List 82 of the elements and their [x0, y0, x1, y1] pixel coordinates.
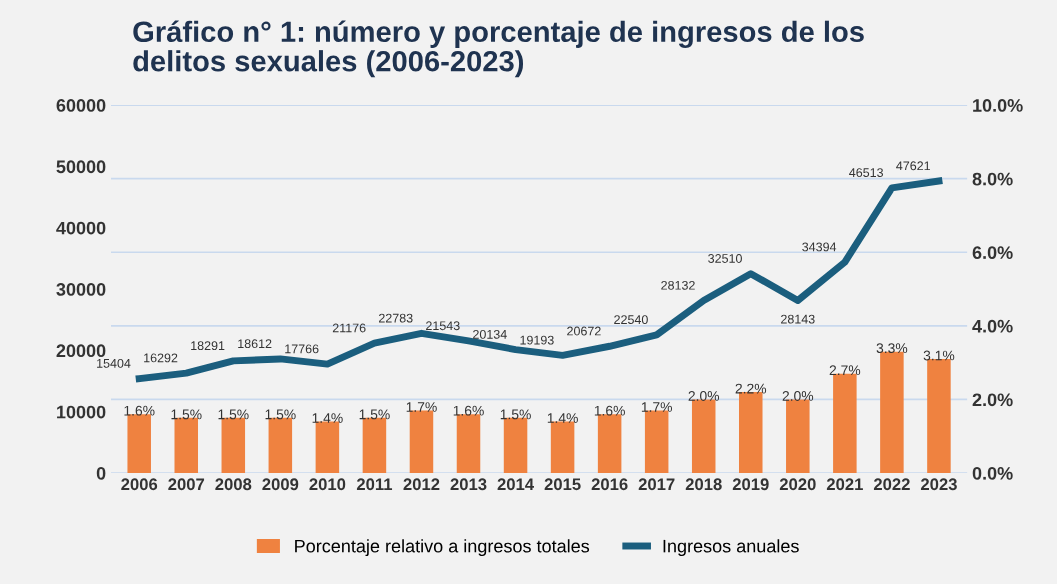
- x-tick-label: 2020: [779, 478, 816, 491]
- bar: [315, 421, 340, 474]
- x-tick-label: 2017: [638, 478, 675, 491]
- bar: [880, 351, 904, 474]
- bar: [409, 410, 434, 474]
- data-label: 28132: [661, 280, 695, 290]
- y-tick-label: 10000: [57, 405, 106, 419]
- bar: [550, 421, 575, 474]
- data-label: 32510: [708, 254, 742, 263]
- bar: [833, 373, 857, 474]
- data-label: 34394: [802, 242, 837, 252]
- y2-tick-label: 8.0%: [972, 172, 1013, 186]
- y2-tick-label: 6.0%: [972, 246, 1013, 260]
- x-tick-label: 2021: [826, 478, 863, 491]
- data-label: 20134: [473, 329, 507, 339]
- y2-tick-label: 0.0%: [972, 466, 1013, 480]
- data-label: 2.0%: [688, 391, 720, 401]
- data-label: 22540: [614, 315, 648, 325]
- data-label: 21176: [332, 323, 366, 333]
- data-label: 2.2%: [735, 383, 767, 394]
- data-label: 1.5%: [171, 409, 202, 420]
- data-label: 16292: [144, 353, 178, 363]
- x-tick-label: 2023: [920, 478, 957, 491]
- data-label: 1.6%: [124, 405, 155, 416]
- data-label: 15404: [97, 358, 131, 368]
- y-tick-label: 60000: [56, 99, 106, 112]
- x-tick-label: 2008: [215, 478, 252, 491]
- x-tick-label: 2022: [873, 478, 910, 491]
- data-label: 46513: [849, 168, 884, 178]
- data-label: 1.7%: [406, 402, 437, 412]
- data-label: 22783: [379, 313, 413, 323]
- data-label: 3.1%: [923, 350, 955, 361]
- data-label: 2.7%: [829, 365, 861, 376]
- x-tick-label: 2018: [685, 478, 722, 491]
- data-label: 1.5%: [359, 409, 390, 420]
- chart-title: Gráfico n° 1: número y porcentaje de ingresos de los delitos sexuales (2006-2023): [133, 20, 864, 78]
- x-tick-label: 2010: [309, 478, 346, 491]
- legend-label: Porcentaje relativo a ingresos totales: [295, 539, 590, 557]
- data-label: 2.0%: [782, 391, 814, 401]
- data-label: 17766: [285, 344, 319, 354]
- x-tick-label: 2014: [497, 478, 534, 491]
- data-label: 47621: [896, 161, 930, 171]
- bar: [739, 392, 763, 474]
- x-tick-label: 2013: [450, 478, 487, 491]
- bar: [786, 399, 810, 474]
- x-tick-label: 2011: [356, 478, 393, 491]
- y-tick-label: 30000: [56, 283, 106, 296]
- data-label: 1.6%: [453, 405, 484, 416]
- bar: [644, 410, 669, 474]
- data-label: 18612: [238, 339, 272, 349]
- data-label: 19193: [520, 335, 554, 345]
- y-tick-label: 0: [96, 466, 106, 480]
- y2-tick-label: 4.0%: [972, 319, 1013, 333]
- bar: [456, 414, 481, 474]
- data-label: 28143: [781, 314, 815, 324]
- y2-tick-label: 10.0%: [973, 99, 1023, 112]
- data-label: 1.7%: [641, 402, 673, 412]
- x-tick-label: 2015: [544, 478, 581, 491]
- data-label: 1.4%: [547, 413, 578, 423]
- legend-label: Ingresos anuales: [663, 539, 799, 557]
- y-tick-label: 40000: [56, 221, 106, 235]
- data-label: 1.5%: [218, 409, 249, 420]
- x-tick-label: 2007: [168, 478, 205, 491]
- x-tick-label: 2019: [732, 478, 769, 491]
- x-tick-label: 2016: [591, 478, 628, 491]
- data-label: 1.5%: [500, 409, 531, 420]
- x-tick-label: 2012: [403, 478, 440, 491]
- data-label: 1.6%: [594, 405, 625, 416]
- x-tick-label: 2009: [262, 478, 299, 491]
- bar: [127, 414, 151, 474]
- y-tick-label: 20000: [56, 344, 106, 358]
- bar: [691, 399, 716, 474]
- y2-tick-label: 2.0%: [972, 393, 1013, 407]
- data-label: 20672: [567, 326, 601, 336]
- data-label: 18291: [191, 341, 225, 351]
- data-label: 1.4%: [312, 413, 343, 423]
- bar: [597, 414, 622, 474]
- data-label: 21543: [426, 321, 460, 331]
- data-label: 1.5%: [265, 409, 296, 420]
- x-tick-label: 2006: [121, 478, 158, 491]
- data-label: 3.3%: [876, 343, 908, 354]
- y-tick-label: 50000: [56, 160, 106, 174]
